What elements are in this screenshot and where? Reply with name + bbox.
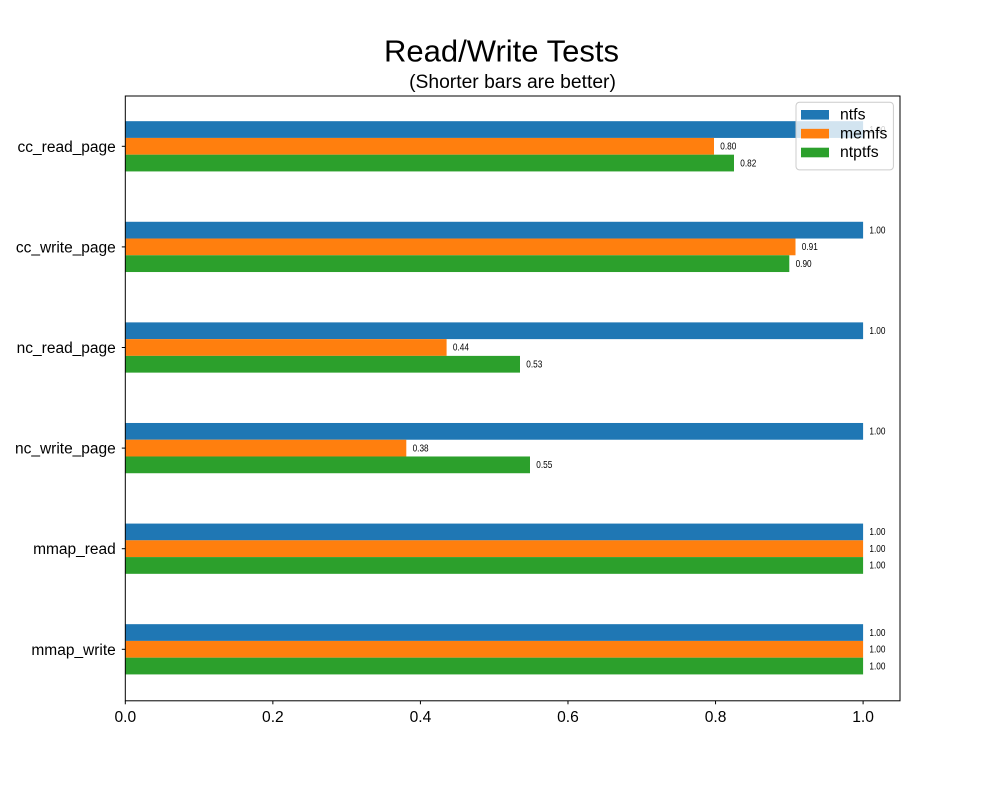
svg-text:cc_read_page: cc_read_page — [18, 139, 116, 156]
svg-text:1.00: 1.00 — [869, 660, 885, 672]
svg-text:0.8: 0.8 — [705, 709, 727, 726]
svg-text:0.0: 0.0 — [114, 709, 136, 726]
svg-text:1.00: 1.00 — [869, 224, 885, 236]
svg-text:0.53: 0.53 — [526, 358, 542, 370]
svg-text:0.82: 0.82 — [740, 157, 756, 169]
svg-text:0.38: 0.38 — [413, 442, 429, 454]
svg-text:0.80: 0.80 — [720, 141, 736, 153]
svg-text:1.00: 1.00 — [869, 325, 885, 337]
svg-text:1.0: 1.0 — [852, 709, 874, 726]
svg-text:mmap_write: mmap_write — [31, 642, 115, 659]
svg-text:1.00: 1.00 — [869, 644, 885, 656]
svg-text:0.91: 0.91 — [802, 241, 818, 253]
svg-text:1.00: 1.00 — [869, 526, 885, 538]
svg-text:1.00: 1.00 — [869, 627, 885, 639]
svg-text:1.00: 1.00 — [869, 560, 885, 572]
svg-text:1.00: 1.00 — [869, 543, 885, 555]
svg-text:(Shorter bars are better): (Shorter bars are better) — [409, 72, 616, 93]
svg-text:ntfs: ntfs — [840, 106, 866, 123]
svg-text:mmap_read: mmap_read — [33, 541, 116, 558]
svg-text:memfs: memfs — [840, 125, 887, 142]
svg-text:0.6: 0.6 — [557, 709, 579, 726]
svg-text:1.00: 1.00 — [869, 426, 885, 438]
svg-text:0.4: 0.4 — [410, 709, 432, 726]
svg-text:0.44: 0.44 — [453, 342, 469, 354]
svg-text:cc_write_page: cc_write_page — [16, 239, 116, 256]
svg-text:0.55: 0.55 — [536, 459, 552, 471]
svg-text:ntptfs: ntptfs — [840, 144, 879, 161]
svg-text:0.2: 0.2 — [262, 709, 284, 726]
svg-text:0.90: 0.90 — [796, 258, 812, 270]
svg-text:nc_read_page: nc_read_page — [17, 340, 116, 357]
svg-text:nc_write_page: nc_write_page — [15, 441, 116, 458]
svg-text:Read/Write Tests: Read/Write Tests — [384, 34, 619, 69]
